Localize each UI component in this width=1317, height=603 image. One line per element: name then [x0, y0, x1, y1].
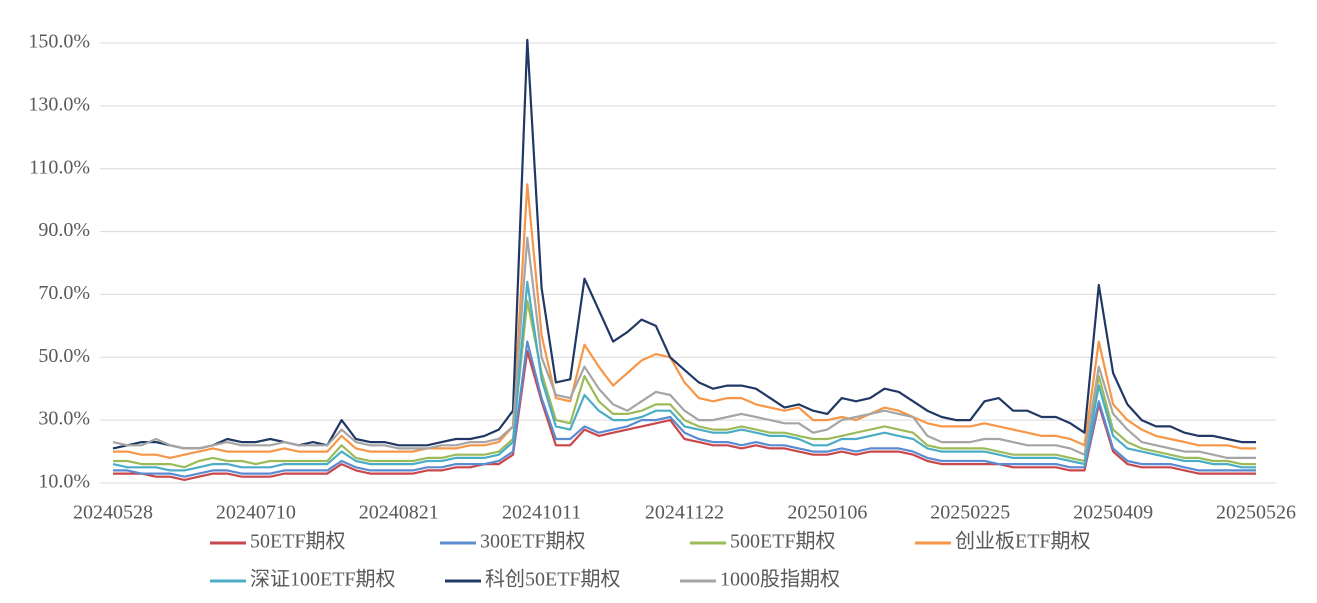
y-tick-label: 10.0%	[38, 471, 90, 493]
series-line	[113, 349, 1256, 481]
y-tick-label: 50.0%	[38, 345, 90, 367]
legend-label: 300ETF期权	[480, 530, 586, 553]
legend-label: 500ETF期权	[730, 530, 836, 553]
series-line	[113, 340, 1256, 478]
legend-label: 创业板ETF期权	[955, 530, 1091, 553]
series-line	[112, 38, 1256, 450]
x-tick-label: 20241122	[645, 502, 724, 524]
series-line	[113, 299, 1256, 469]
y-tick-label: 150.0%	[28, 31, 90, 53]
legend-label: 50ETF期权	[250, 530, 346, 553]
series-line	[112, 236, 1256, 459]
series-line	[113, 183, 1256, 459]
x-tick-label: 20240710	[216, 502, 296, 524]
y-tick-label: 110.0%	[29, 156, 90, 178]
legend-label: 科创50ETF期权	[485, 568, 621, 591]
y-tick-label: 130.0%	[28, 93, 90, 115]
x-tick-label: 20250409	[1073, 502, 1153, 524]
series-line	[112, 280, 1256, 472]
x-tick-label: 20241011	[502, 502, 581, 524]
y-tick-label: 30.0%	[38, 408, 90, 430]
x-tick-label: 20250106	[787, 502, 867, 524]
x-tick-label: 20240821	[359, 502, 439, 524]
y-tick-label: 90.0%	[38, 219, 90, 241]
x-tick-label: 20240528	[73, 502, 153, 524]
legend-label: 1000股指期权	[720, 568, 840, 591]
x-tick-label: 20250225	[930, 502, 1010, 524]
y-tick-label: 70.0%	[38, 282, 90, 304]
legend-label: 深证100ETF期权	[250, 568, 396, 591]
x-tick-label: 20250526	[1216, 502, 1296, 524]
